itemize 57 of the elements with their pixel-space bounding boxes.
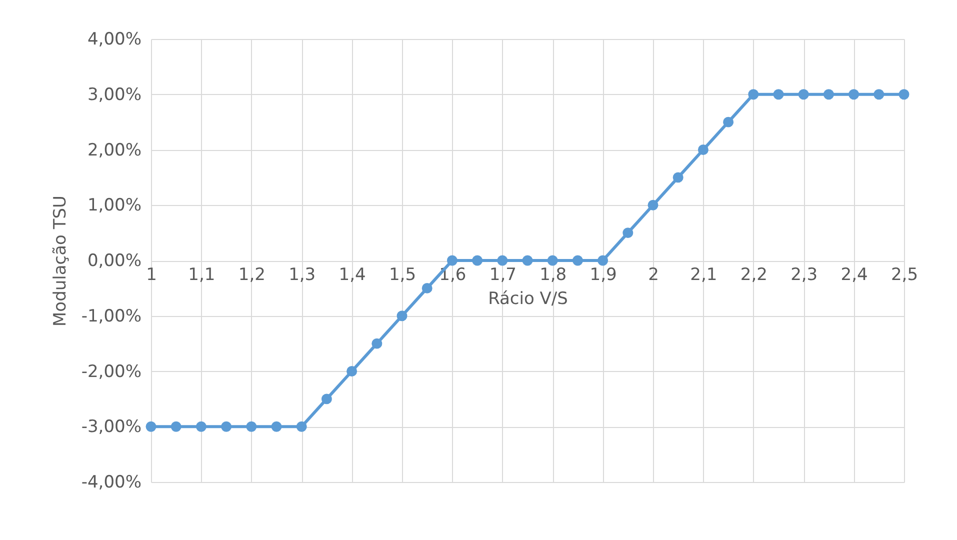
point <box>773 89 784 100</box>
point <box>522 255 533 266</box>
y-tick-label: -3,00% <box>81 417 142 438</box>
point <box>748 89 759 100</box>
y-tick-label: 1,00% <box>87 196 142 216</box>
x-tick-label: 1,3 <box>288 265 316 285</box>
y-axis-title: Modulação TSU <box>50 196 70 326</box>
x-tick-label: 2,2 <box>740 265 768 285</box>
point <box>648 200 658 210</box>
point <box>874 89 884 100</box>
point <box>422 282 432 294</box>
point <box>798 89 809 100</box>
x-tick-label: 1,2 <box>238 265 266 285</box>
x-tick-label: 1,9 <box>590 265 617 285</box>
point <box>396 310 408 322</box>
point <box>572 255 583 266</box>
point <box>296 421 307 432</box>
point <box>622 228 634 238</box>
point <box>372 338 382 349</box>
x-tick-label: 1,7 <box>489 265 516 285</box>
point <box>823 89 834 100</box>
y-tick-label: 3,00% <box>87 84 142 105</box>
x-tick-label: 2,5 <box>890 265 918 285</box>
x-tick-label: 1,4 <box>338 265 366 285</box>
y-tick-label: 4,00% <box>87 30 142 50</box>
y-tick-label: 0,00% <box>87 251 142 271</box>
point <box>598 255 608 266</box>
point <box>446 255 458 266</box>
x-tick-label: 2,3 <box>790 265 818 285</box>
x-tick-label: 1,8 <box>540 265 567 285</box>
x-tick-label: 1,1 <box>188 265 216 285</box>
point <box>472 255 483 266</box>
point <box>196 421 206 432</box>
y-tick-label: -4,00% <box>81 472 142 492</box>
x-tick-label: 2 <box>648 265 659 285</box>
x-tick-label: 1 <box>146 265 157 285</box>
x-tick-label: 2,1 <box>690 265 718 285</box>
point <box>672 172 684 183</box>
y-tick-label: 2,00% <box>87 140 142 160</box>
point <box>497 255 508 266</box>
point <box>723 116 734 128</box>
point <box>547 255 558 266</box>
x-tick-label: 2,4 <box>840 265 868 285</box>
point <box>221 421 232 432</box>
point <box>271 421 282 432</box>
x-tick-label: 1,5 <box>388 265 416 285</box>
y-tick-label: -2,00% <box>81 362 142 382</box>
x-axis-title: Rácio V/S <box>488 289 568 309</box>
y-tick-label: -1,00% <box>81 306 142 326</box>
point <box>170 421 182 432</box>
point <box>898 89 910 100</box>
point <box>246 421 257 432</box>
point <box>698 144 708 155</box>
point <box>321 394 332 404</box>
point <box>346 366 358 376</box>
point <box>146 421 156 432</box>
point <box>848 89 860 100</box>
